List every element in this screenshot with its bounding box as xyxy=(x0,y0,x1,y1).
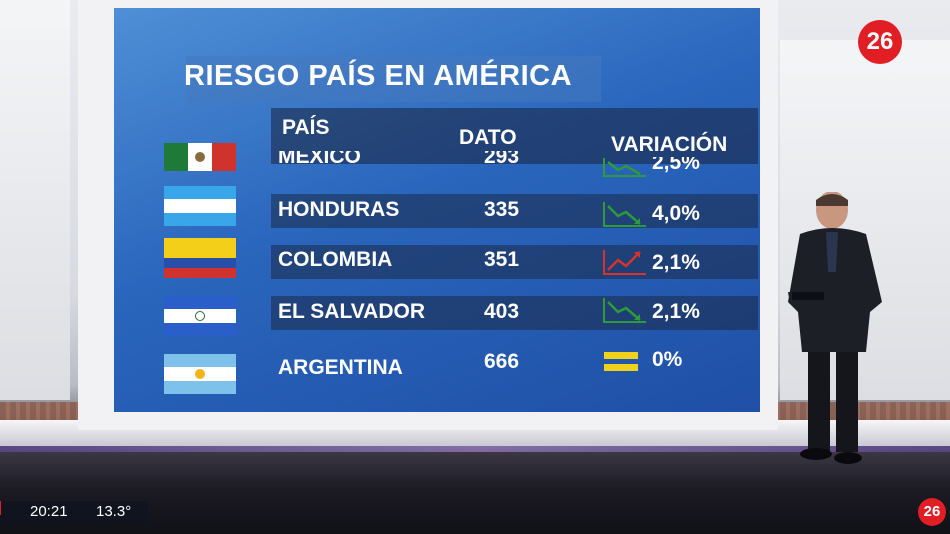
ticker-clock: 20:21 13.3° xyxy=(0,501,148,523)
header-country: PAÍS xyxy=(282,116,330,139)
country-name: EL SALVADOR xyxy=(278,300,426,323)
change-value: 2,1% xyxy=(652,300,700,323)
ticker-temperature: 13.3° xyxy=(96,503,132,520)
channel-logo-small: 26 xyxy=(918,498,946,526)
trend-flat-icon xyxy=(604,352,638,371)
change-value: 4,0% xyxy=(652,202,700,225)
honduras-flag-icon xyxy=(164,186,236,226)
country-name: COLOMBIA xyxy=(278,248,393,271)
colombia-flag-icon xyxy=(164,238,236,278)
title-box xyxy=(186,56,601,102)
el-salvador-flag-icon xyxy=(164,296,236,336)
studio-floor xyxy=(0,452,950,534)
change-value: 0% xyxy=(652,348,683,371)
ticker-separator xyxy=(0,501,1,515)
mexico-flag-icon xyxy=(164,143,236,171)
trend-down-icon xyxy=(603,202,646,227)
trend-down-icon xyxy=(603,298,646,323)
presenter xyxy=(788,192,882,464)
ticker-time: 20:21 xyxy=(30,503,68,520)
country-name: MEXICO xyxy=(278,145,361,168)
change-value: 2,1% xyxy=(652,251,700,274)
country-name: ARGENTINA xyxy=(278,356,403,379)
trend-up-icon xyxy=(603,250,646,275)
trend-down-icon xyxy=(603,158,646,177)
country-value: 335 xyxy=(484,198,520,221)
wall-panel-left xyxy=(0,0,70,400)
country-value: 666 xyxy=(484,350,520,373)
row-band xyxy=(271,296,758,330)
channel-logo: 26 xyxy=(858,20,902,64)
country-value: 351 xyxy=(484,248,520,271)
studio-floor-light xyxy=(0,446,950,456)
change-value: 2,5% xyxy=(652,151,700,174)
row-band xyxy=(271,245,758,279)
video-wall-screen: RIESGO PAÍS EN AMÉRICA PAÍS DATO VARIACI… xyxy=(114,8,760,412)
country-value: 293 xyxy=(484,145,520,168)
header-band xyxy=(271,108,758,164)
header-value: DATO xyxy=(459,126,517,149)
row-band xyxy=(271,194,758,228)
argentina-flag-icon xyxy=(164,354,236,394)
country-value: 403 xyxy=(484,300,520,323)
header-change: VARIACIÓN xyxy=(611,133,728,156)
country-name: HONDURAS xyxy=(278,198,400,221)
graphic-title: RIESGO PAÍS EN AMÉRICA xyxy=(184,60,573,92)
